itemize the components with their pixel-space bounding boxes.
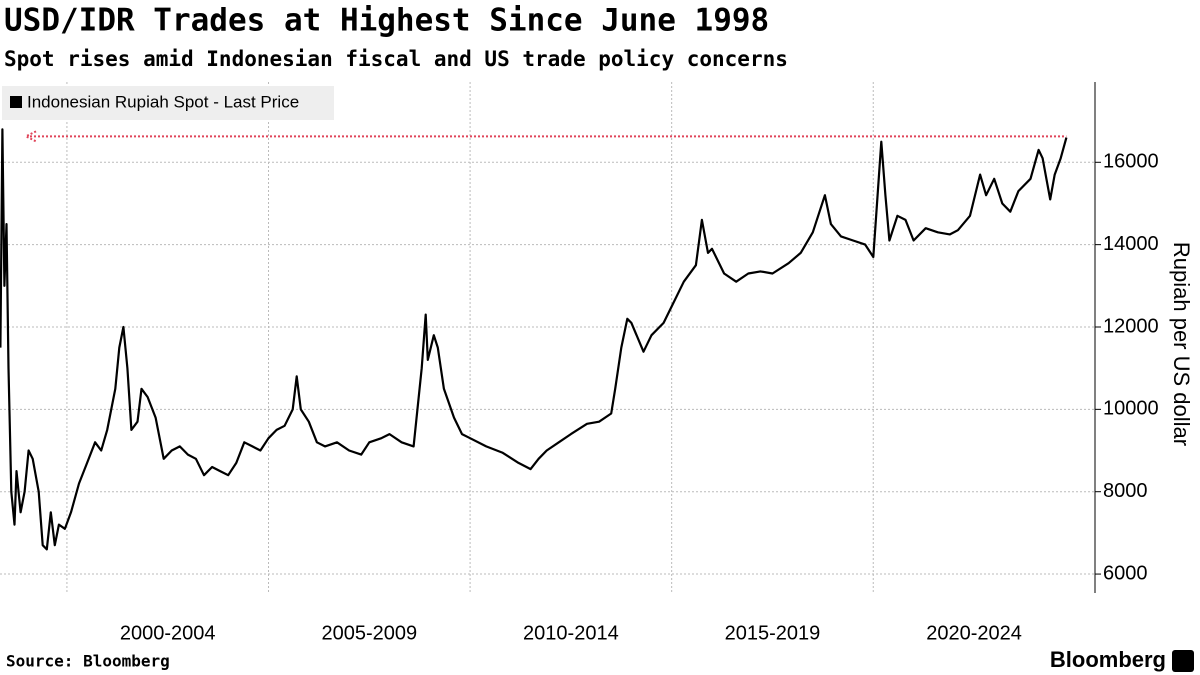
legend: Indonesian Rupiah Spot - Last Price [2, 86, 334, 120]
y-tick-label: 10000 [1103, 398, 1159, 420]
y-axis-label: Rupiah per US dollar [1169, 242, 1194, 446]
chart-subtitle: Spot rises amid Indonesian fiscal and US… [4, 47, 788, 71]
x-tick-label: 2005-2009 [321, 622, 417, 644]
legend-box [2, 86, 334, 120]
legend-swatch [10, 96, 22, 108]
y-tick-label: 14000 [1103, 233, 1159, 255]
x-tick-label: 2010-2014 [523, 622, 619, 644]
chart-title: USD/IDR Trades at Highest Since June 199… [4, 3, 769, 39]
x-tick-label: 2000-2004 [120, 622, 216, 644]
brand: Bloomberg [1050, 647, 1166, 672]
x-tick-label: 2015-2019 [725, 622, 821, 644]
x-tick-label: 2020-2024 [926, 622, 1022, 644]
line-series [0, 128, 1068, 551]
y-tick-label: 12000 [1103, 315, 1159, 337]
legend-label: Indonesian Rupiah Spot - Last Price [27, 92, 299, 111]
y-tick-label: 8000 [1103, 480, 1148, 502]
brand-icon [1172, 650, 1194, 672]
source: Source: Bloomberg [6, 652, 170, 671]
y-tick-label: 6000 [1103, 562, 1148, 584]
y-tick-label: 16000 [1103, 151, 1159, 173]
